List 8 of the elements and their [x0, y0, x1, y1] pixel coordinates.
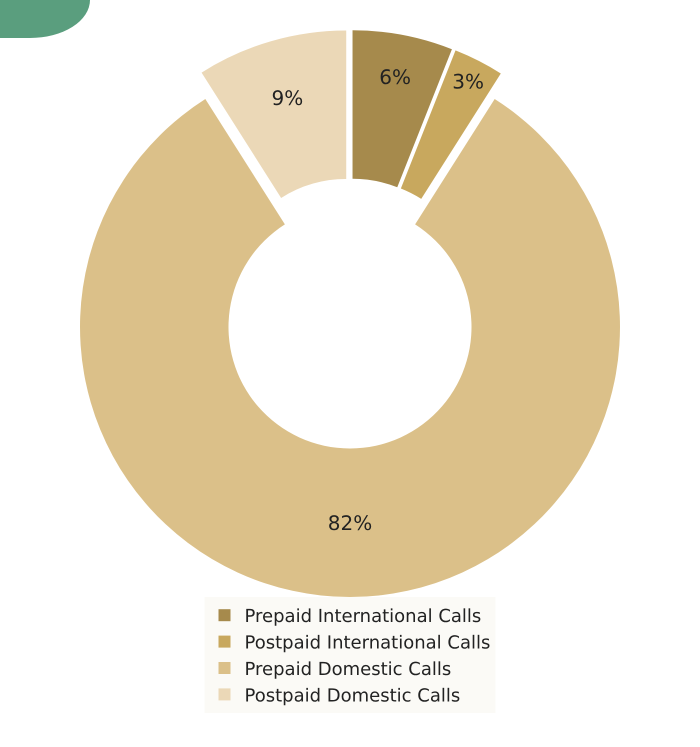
legend-label: Postpaid International Calls — [244, 632, 490, 654]
legend-label: Postpaid Domestic Calls — [244, 685, 460, 706]
legend-label: Prepaid International Calls — [244, 606, 482, 628]
data-label: 9% — [271, 86, 304, 110]
data-label: 6% — [379, 64, 412, 89]
data-label: 82% — [328, 510, 372, 535]
legend-label: Prepaid Domestic Calls — [244, 659, 452, 680]
data-label: 3% — [452, 70, 484, 94]
